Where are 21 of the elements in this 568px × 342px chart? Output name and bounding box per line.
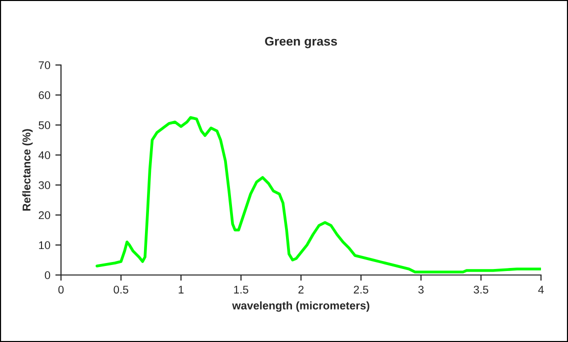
x-tick-label: 2.5 (354, 286, 368, 294)
x-tick-label: 4 (538, 286, 544, 294)
y-tick-label: 40 (38, 151, 50, 160)
y-axis-title: Reflectance (%) (22, 129, 33, 211)
y-tick-label: 10 (39, 241, 50, 250)
x-tick-label: 2 (298, 286, 304, 294)
y-tick-label: 60 (38, 91, 50, 100)
x-axis-title: wavelength (micrometers) (232, 301, 370, 312)
y-tick-label: 70 (38, 61, 50, 70)
x-tick-label: 3.5 (474, 286, 488, 294)
x-tick-label: 0 (58, 286, 64, 294)
x-tick-label: 3 (418, 286, 424, 294)
y-tick-label: 0 (44, 271, 50, 280)
chart-title: Green grass (265, 36, 337, 48)
y-tick-label: 50 (38, 121, 50, 130)
y-tick-label: 20 (38, 211, 50, 220)
x-tick-label: 1 (178, 286, 184, 294)
line-series (96, 116, 541, 274)
x-tick-label: 1.5 (234, 286, 248, 294)
x-tick-label: 0.5 (114, 286, 128, 294)
y-tick-label: 30 (38, 181, 50, 190)
